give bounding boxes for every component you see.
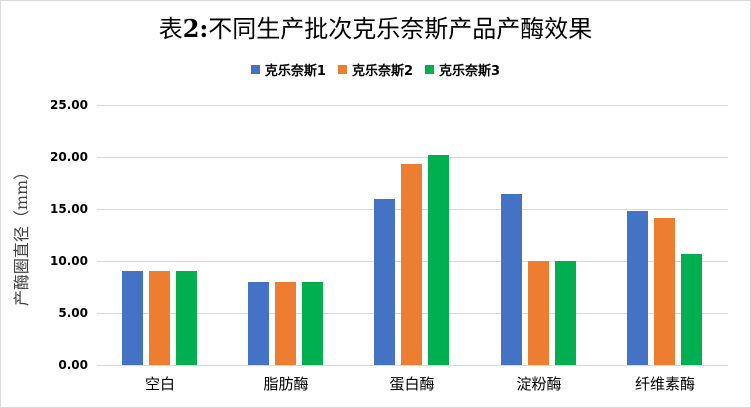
- x-tick-label: 空白: [144, 375, 175, 393]
- bar: [122, 271, 143, 365]
- legend: 克乐奈斯1 克乐奈斯2 克乐奈斯3: [0, 60, 751, 79]
- legend-swatch-green: [425, 65, 435, 74]
- y-tick-label: 10.00: [50, 254, 88, 268]
- title-prefix: 表: [158, 15, 183, 43]
- legend-label: 克乐奈斯1: [264, 64, 326, 79]
- x-tick-label: 纤维素酶: [634, 375, 695, 393]
- gridline: [97, 365, 728, 366]
- x-tick-label: 脂肪酶: [263, 375, 309, 393]
- legend-item-series-3: 克乐奈斯3: [425, 60, 500, 79]
- gridline: [97, 157, 728, 158]
- legend-label: 克乐奈斯3: [439, 64, 501, 79]
- bar: [374, 199, 395, 365]
- legend-swatch-blue: [250, 65, 260, 74]
- x-tick-label: 淀粉酶: [516, 375, 562, 393]
- bar: [149, 271, 170, 365]
- y-axis-label: 产酶圈直径（mm）: [12, 163, 31, 307]
- legend-swatch-orange: [337, 65, 347, 74]
- bar: [528, 261, 549, 365]
- bar: [275, 282, 296, 365]
- bar: [681, 254, 702, 365]
- bar: [555, 261, 576, 365]
- y-tick-label: 5.00: [58, 306, 88, 320]
- y-tick-label: 25.00: [50, 98, 88, 112]
- chart-title: 表2:不同生产批次克乐奈斯产品产酶效果: [0, 9, 751, 44]
- bar: [501, 194, 522, 365]
- bar: [428, 155, 449, 365]
- y-tick-label: 0.00: [58, 358, 88, 372]
- bar: [302, 282, 323, 365]
- bar: [627, 211, 648, 365]
- bar: [176, 271, 197, 365]
- title-number: 2:: [182, 14, 209, 43]
- legend-item-series-2: 克乐奈斯2: [337, 60, 414, 79]
- y-tick-label: 15.00: [50, 202, 88, 216]
- legend-label: 克乐奈斯2: [351, 64, 414, 79]
- x-tick-label: 蛋白酶: [389, 375, 435, 393]
- bar: [401, 164, 422, 365]
- gridline: [97, 105, 728, 106]
- bar: [248, 282, 269, 365]
- title-text: 不同生产批次克乐奈斯产品产酶效果: [208, 15, 593, 43]
- bar: [654, 218, 675, 365]
- legend-item-series-1: 克乐奈斯1: [250, 60, 326, 79]
- y-tick-label: 20.00: [50, 150, 88, 164]
